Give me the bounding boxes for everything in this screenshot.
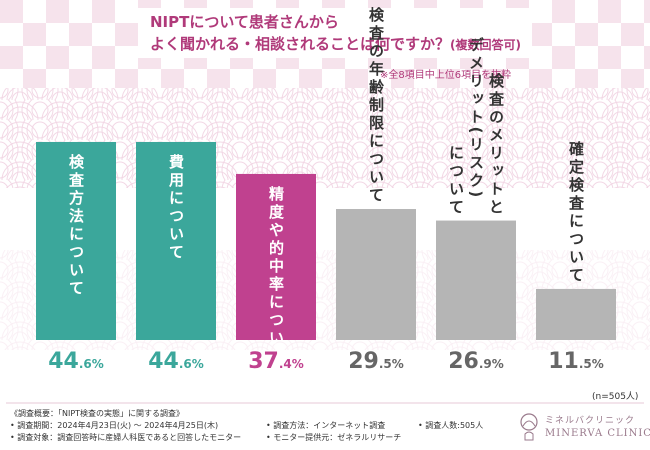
category-label-1: 検査方法について (67, 153, 85, 298)
survey-method: • 調査方法：インターネット調査 (266, 421, 386, 430)
bar-3 (236, 173, 316, 340)
title-box (138, 8, 532, 58)
value-int-1: 44 (48, 349, 79, 374)
value-dec-2: .6% (179, 357, 204, 371)
value-dec-5: .9% (479, 357, 504, 371)
survey-footer: 《調査概要：「NIPT検査の実態」に関する調査》 • 調査期間：2024年4月2… (8, 408, 642, 448)
category-label-2: 費用について (167, 153, 185, 262)
value-label-2: 44.6% (148, 349, 204, 374)
selection-note: ※全8項目中上位6項目を抜粋 (380, 70, 512, 81)
chart-title-note: (複数回答可) (450, 38, 521, 52)
bar-5 (436, 220, 516, 340)
clinic-name-en: MINERVA CLINIC (545, 428, 650, 439)
chart-title-main: よく聞かれる・相談されることは何ですか？ (150, 35, 451, 53)
chart-title-line2: よく聞かれる・相談されることは何ですか？(複数回答可) (150, 33, 521, 54)
value-label-5: 26.9% (448, 349, 504, 374)
category-label-5-line1: について (447, 145, 465, 217)
value-label-4: 29.5% (348, 349, 404, 374)
value-int-5: 26 (448, 349, 479, 374)
category-label-5-line2: デメリット(リスク) (467, 36, 485, 201)
value-dec-3: .4% (279, 357, 304, 371)
bar-1 (36, 141, 116, 340)
value-int-2: 44 (148, 349, 179, 374)
value-int-3: 37 (248, 349, 279, 374)
value-dec-6: .5% (579, 357, 604, 371)
value-dec-4: .5% (379, 357, 404, 371)
value-int-4: 29 (348, 349, 379, 374)
category-label-5-line3: 検査のメリットと (487, 72, 505, 217)
value-dec-1: .6% (79, 357, 104, 371)
category-label-6: 確定検査について (567, 140, 585, 285)
survey-target: • 調査対象：調査回答時に産婦人科医であると回答したモニター (10, 433, 242, 442)
survey-count: • 調査人数:505人 (418, 421, 484, 430)
value-int-6: 11 (548, 349, 579, 374)
bar-6 (536, 288, 616, 340)
sample-size-label: (n=505人) (592, 392, 639, 402)
survey-period: • 調査期間：2024年4月23日(火) ～ 2024年4月25日(木) (10, 421, 219, 430)
value-label-6: 11.5% (548, 349, 604, 374)
footer-band (0, 404, 650, 450)
survey-title: 《調査概要：「NIPT検査の実態」に関する調査》 (10, 409, 185, 418)
survey-provider: • モニター提供元：ゼネラルリサーチ (266, 433, 402, 442)
bar-4 (336, 209, 416, 340)
bar-2 (136, 141, 216, 340)
clinic-name-jp: ミネルバクリニック (545, 416, 636, 426)
value-label-3: 37.4% (248, 349, 304, 374)
category-label-3: 精度や的中率について (267, 185, 285, 366)
chart-title-line1: NIPTについて患者さんから (150, 13, 339, 31)
category-label-4: 検査の年齢制限について (367, 6, 385, 205)
value-label-1: 44.6% (48, 349, 104, 374)
clinic-logo-icon (520, 413, 538, 441)
